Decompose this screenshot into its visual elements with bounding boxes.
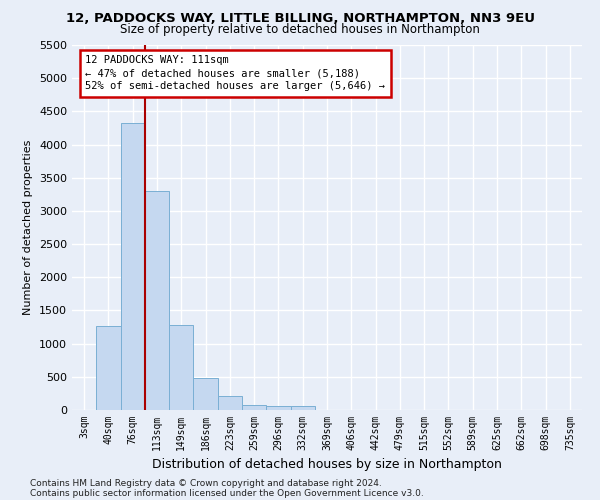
X-axis label: Distribution of detached houses by size in Northampton: Distribution of detached houses by size …	[152, 458, 502, 471]
Y-axis label: Number of detached properties: Number of detached properties	[23, 140, 34, 315]
Text: Contains public sector information licensed under the Open Government Licence v3: Contains public sector information licen…	[30, 488, 424, 498]
Bar	[96, 326, 121, 410]
Bar	[290, 406, 315, 410]
Bar	[169, 325, 193, 410]
Text: 12 PADDOCKS WAY: 111sqm
← 47% of detached houses are smaller (5,188)
52% of semi: 12 PADDOCKS WAY: 111sqm ← 47% of detache…	[85, 55, 385, 92]
Bar	[242, 404, 266, 410]
Bar	[145, 191, 169, 410]
Text: Contains HM Land Registry data © Crown copyright and database right 2024.: Contains HM Land Registry data © Crown c…	[30, 478, 382, 488]
Text: 12, PADDOCKS WAY, LITTLE BILLING, NORTHAMPTON, NN3 9EU: 12, PADDOCKS WAY, LITTLE BILLING, NORTHA…	[65, 12, 535, 24]
Bar	[121, 122, 145, 410]
Text: Size of property relative to detached houses in Northampton: Size of property relative to detached ho…	[120, 22, 480, 36]
Bar	[218, 396, 242, 410]
Bar	[193, 378, 218, 410]
Bar	[266, 406, 290, 410]
